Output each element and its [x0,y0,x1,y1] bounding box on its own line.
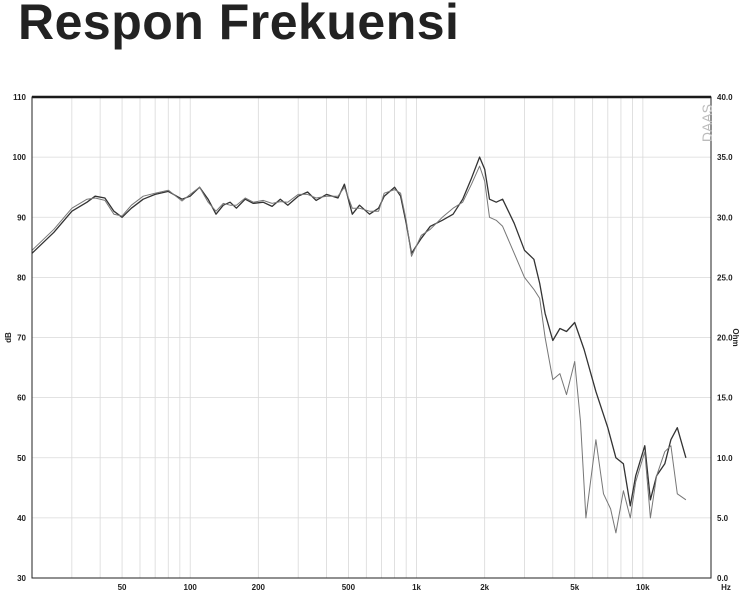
y2-tick-label: 20.0 [717,334,733,343]
y2-tick-label: 25.0 [717,273,733,282]
y-tick-label: 110 [13,93,26,102]
y2-tick-label: 30.0 [717,213,733,222]
y2-axis-label: Ohm [731,328,740,346]
x-tick-label: 2k [480,583,489,592]
watermark-text: DAAS [699,104,715,143]
y-axis-label: dB [4,332,13,343]
x-tick-label: 10k [636,583,650,592]
x-tick-label: 50 [118,583,127,592]
x-tick-label: 100 [184,583,198,592]
y-tick-label: 70 [17,334,26,343]
y-tick-label: 40 [17,514,26,523]
x-tick-label: 500 [342,583,356,592]
series-line-1 [31,156,687,507]
y2-tick-label: 10.0 [717,454,733,463]
y2-tick-label: 15.0 [717,394,733,403]
y2-tick-label: 0.0 [717,574,729,583]
y2-tick-label: 35.0 [717,153,733,162]
y-tick-label: 100 [13,153,27,162]
y2-tick-label: 5.0 [717,514,729,523]
x-tick-label: 5k [570,583,579,592]
chart-title: Respon Frekuensi [18,0,460,50]
y-tick-label: 50 [17,454,26,463]
x-tick-label: 1k [412,583,421,592]
y-tick-label: 30 [17,574,26,583]
series-line-2 [31,165,687,534]
series-group [31,156,687,534]
y-tick-label: 80 [17,273,26,282]
x-axis-label: Hz [721,583,731,592]
tick-labels: 30 40 50 60 70 80 90 100 110 0.0 5.0 10.0 15.0 20.0 25… [13,93,733,592]
x-tick-label: 200 [252,583,266,592]
y2-tick-label: 40.0 [717,93,733,102]
y-tick-label: 60 [17,394,26,403]
y-tick-label: 90 [17,213,26,222]
plot-frame [31,96,712,579]
grid [32,95,711,578]
